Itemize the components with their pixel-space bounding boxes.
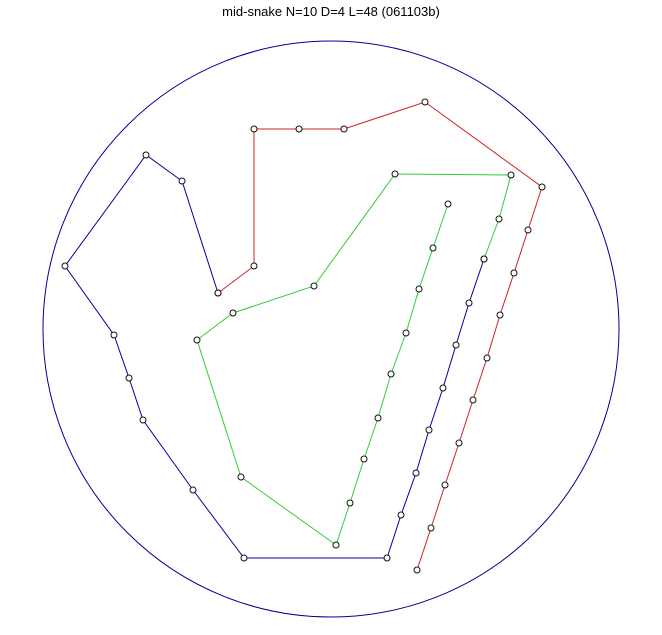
- vertex-marker: [455, 439, 463, 447]
- vertex-marker: [214, 289, 222, 297]
- vertex-marker: [250, 125, 258, 133]
- vertex-marker: [360, 455, 368, 463]
- vertex-marker: [507, 171, 515, 179]
- vertex-marker: [61, 262, 69, 270]
- vertex-marker: [387, 370, 395, 378]
- vertex-marker: [295, 125, 303, 133]
- vertex-marker: [125, 374, 133, 382]
- vertex-marker: [340, 125, 348, 133]
- vertex-marker: [538, 183, 546, 191]
- blue-section-line: [64, 154, 485, 559]
- boundary-circle: [42, 40, 620, 618]
- vertex-marker: [483, 354, 491, 362]
- vertex-marker: [469, 396, 477, 404]
- vertex-marker: [402, 329, 410, 337]
- vertex-marker: [240, 554, 248, 562]
- vertex-marker: [427, 524, 435, 532]
- vertex-marker: [142, 151, 150, 159]
- vertex-marker: [465, 299, 473, 307]
- vertex-marker: [397, 511, 405, 519]
- vertex-marker: [383, 554, 391, 562]
- vertex-marker: [193, 336, 201, 344]
- vertex-marker: [310, 282, 318, 290]
- vertex-marker: [391, 170, 399, 178]
- vertex-marker: [439, 384, 447, 392]
- vertex-marker: [496, 311, 504, 319]
- vertex-marker: [441, 481, 449, 489]
- vertex-marker: [421, 98, 429, 106]
- vertex-marker: [495, 215, 503, 223]
- vertex-marker: [178, 177, 186, 185]
- vertex-marker: [412, 469, 420, 477]
- vertex-marker: [444, 200, 452, 208]
- vertex-marker: [346, 499, 354, 507]
- vertex-marker: [189, 486, 197, 494]
- vertex-marker: [250, 262, 258, 270]
- vertex-marker: [480, 255, 488, 263]
- vertex-marker: [332, 541, 340, 549]
- vertex-marker: [524, 226, 532, 234]
- vertex-marker: [110, 331, 118, 339]
- green-section-line: [196, 173, 512, 546]
- vertex-marker: [415, 285, 423, 293]
- vertex-marker: [429, 244, 437, 252]
- red-section-line: [217, 101, 543, 571]
- figure-title: mid-snake N=10 D=4 L=48 (061103b): [222, 4, 440, 19]
- vertex-marker: [374, 414, 382, 422]
- vertex-marker: [413, 566, 421, 574]
- vertex-marker: [237, 473, 245, 481]
- vertex-marker: [425, 426, 433, 434]
- vertex-marker: [510, 269, 518, 277]
- vertex-marker: [229, 309, 237, 317]
- vertex-marker: [452, 341, 460, 349]
- vertex-marker: [139, 416, 147, 424]
